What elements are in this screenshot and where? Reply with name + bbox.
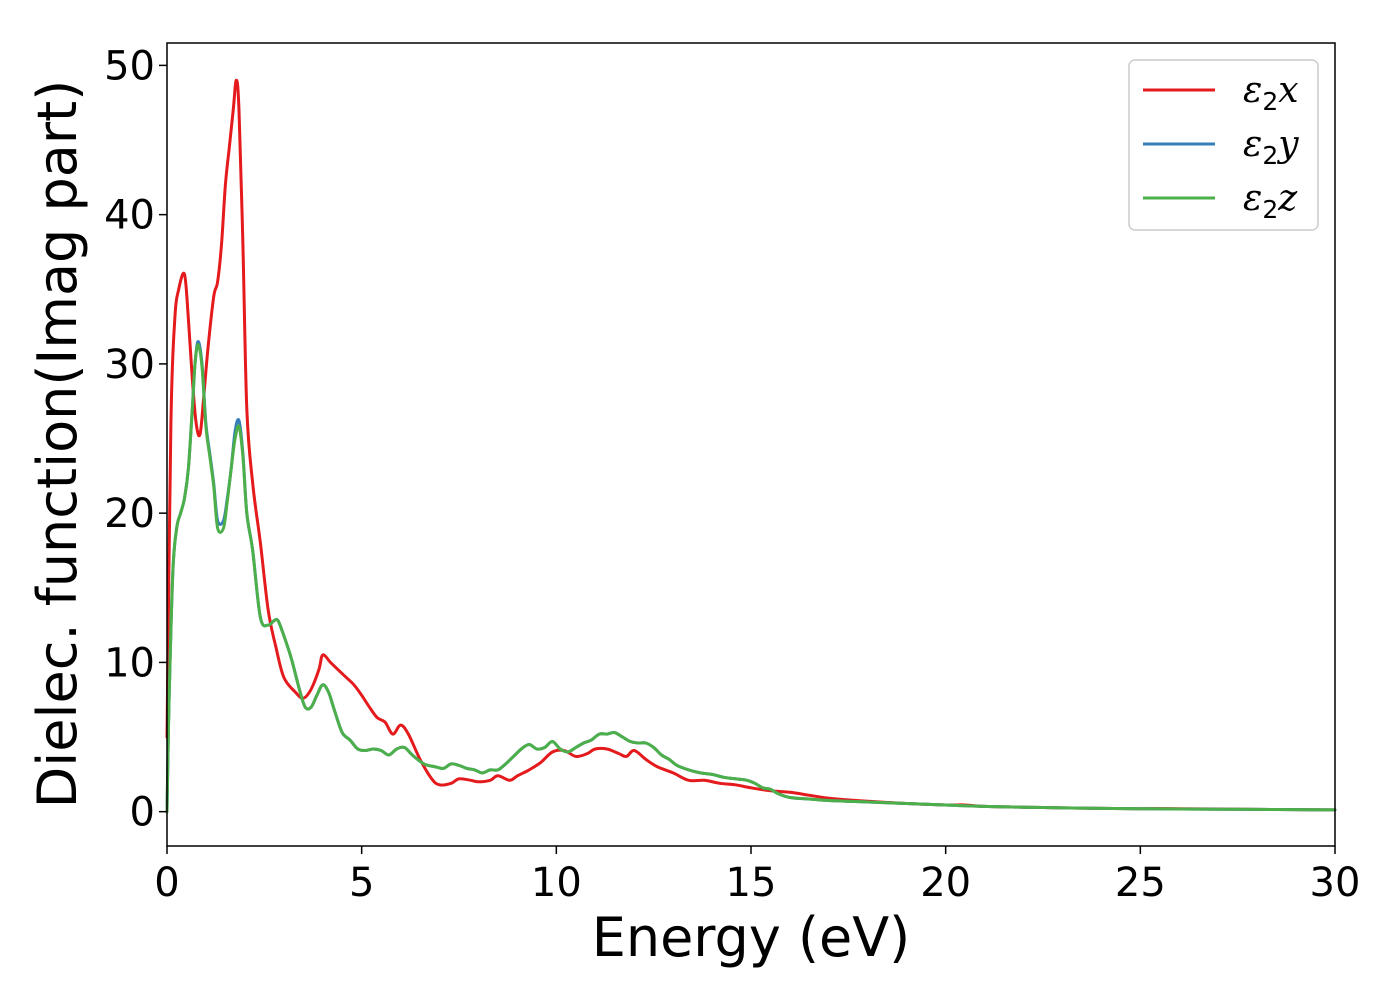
x-tick-label: 20 [920,860,971,906]
y-tick-label: 50 [104,43,155,89]
x-tick-label: 25 [1115,860,1166,906]
x-tick-label: 15 [726,860,777,906]
y-tick-label: 30 [104,342,155,388]
y-tick-label: 10 [104,640,155,686]
legend-label-x: ε2x [1243,70,1299,116]
y-axis-ticks: 0 10 20 30 40 50 [104,43,167,836]
x-tick-label: 0 [154,860,179,906]
legend-entries: ε2x ε2y ε2z [1143,70,1299,224]
plot-lines [165,78,1337,814]
x-tick-label: 5 [349,860,374,906]
x-axis-ticks: 0 5 10 15 20 25 30 [154,846,1360,906]
y-tick-label: 0 [130,790,155,836]
legend-label-y: ε2y [1243,124,1299,170]
y-axis-title: Dielec. function(Imag part) [26,80,89,809]
series-line-y [165,340,1337,814]
series-line-x [165,78,1337,812]
legend-label-z: ε2z [1243,178,1298,224]
legend: ε2x ε2y ε2z [1128,59,1319,231]
x-tick-label: 10 [531,860,582,906]
series-line-z [165,342,1337,814]
y-tick-label: 20 [104,491,155,537]
x-axis-title: Energy (eV) [592,906,911,969]
legend-box [1128,59,1319,231]
x-tick-label: 30 [1310,860,1361,906]
y-tick-label: 40 [104,193,155,239]
